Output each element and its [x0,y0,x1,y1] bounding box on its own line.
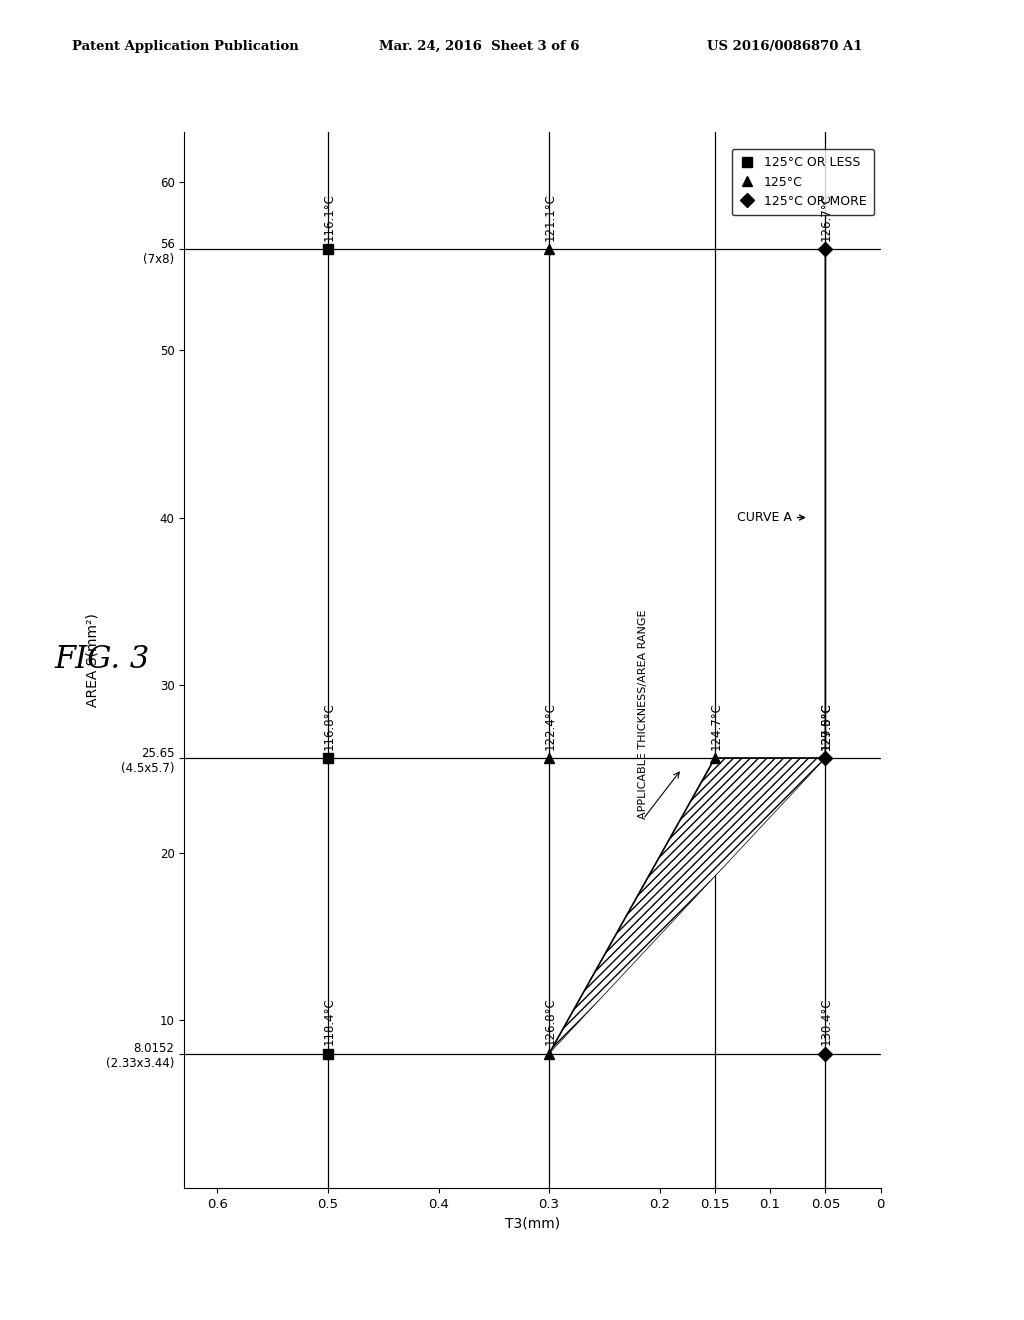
Text: 126.7°C: 126.7°C [820,193,833,242]
Text: 126.8°C: 126.8°C [544,998,556,1045]
Text: FIG. 3: FIG. 3 [54,644,151,676]
Text: Patent Application Publication: Patent Application Publication [72,40,298,53]
Polygon shape [549,758,825,1053]
Text: 127.0°C: 127.0°C [820,702,833,750]
Text: 124.7°C: 124.7°C [710,702,722,750]
Text: APPLICABLE THICKNESS/AREA RANGE: APPLICABLE THICKNESS/AREA RANGE [638,610,648,820]
Text: 118.4°C: 118.4°C [323,998,336,1045]
Text: US 2016/0086870 A1: US 2016/0086870 A1 [707,40,862,53]
Legend: 125°C OR LESS, 125°C, 125°C OR MORE: 125°C OR LESS, 125°C, 125°C OR MORE [731,149,874,215]
Text: CURVE A: CURVE A [737,511,805,524]
Text: 129.5°C: 129.5°C [820,702,833,750]
X-axis label: T3(mm): T3(mm) [505,1216,560,1230]
Text: 122.4°C: 122.4°C [544,702,556,750]
Text: 116.1°C: 116.1°C [323,193,336,242]
Text: Mar. 24, 2016  Sheet 3 of 6: Mar. 24, 2016 Sheet 3 of 6 [379,40,580,53]
Text: 130.4°C: 130.4°C [820,998,833,1045]
Text: 116.8°C: 116.8°C [323,702,336,750]
Y-axis label: AREA S(mm²): AREA S(mm²) [85,612,99,708]
Text: 121.1°C: 121.1°C [544,193,556,242]
